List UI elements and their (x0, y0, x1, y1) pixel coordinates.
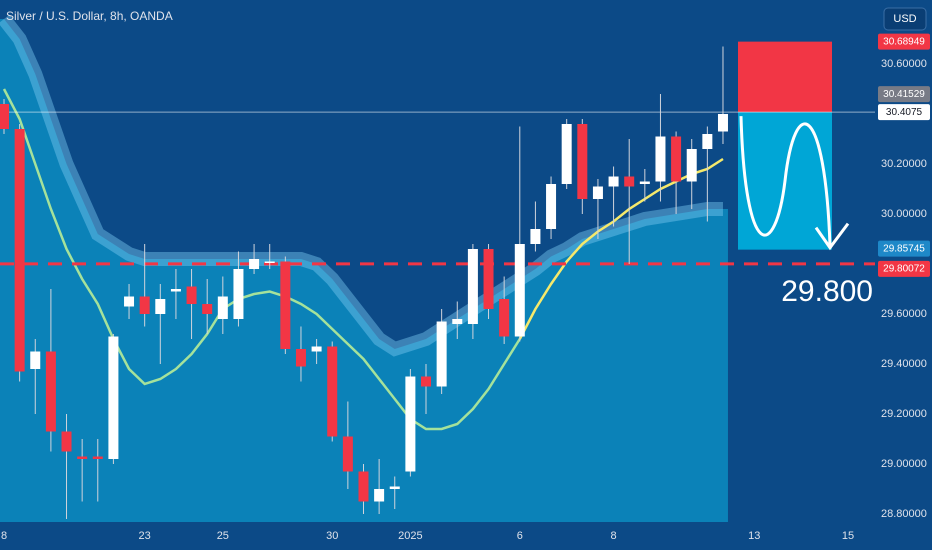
currency-label: USD (893, 13, 916, 25)
candle-body (155, 299, 166, 314)
candle-body (530, 229, 541, 244)
candle-body (358, 471, 369, 502)
y-tick-label: 30.00000 (881, 208, 927, 220)
candle-body (264, 261, 275, 263)
candle-body (389, 486, 400, 489)
candle-body (483, 249, 494, 309)
candle-body (717, 114, 728, 132)
x-tick-label: 6 (517, 530, 523, 542)
candle-body (671, 136, 682, 182)
candle-body (77, 456, 88, 459)
y-tick-label: 30.60000 (881, 58, 927, 70)
band-area (0, 19, 728, 522)
candle-body (295, 349, 306, 367)
x-tick-label: 2025 (398, 530, 422, 542)
candle-body (170, 289, 181, 292)
x-tick-label: 8 (1, 530, 7, 542)
band-edge (0, 14, 723, 357)
candle-body (639, 181, 650, 184)
candle-body (405, 376, 416, 472)
candle-body (327, 346, 338, 437)
price-badge (878, 86, 930, 103)
candle-body (624, 176, 635, 187)
x-tick-label: 13 (748, 530, 760, 542)
price-badge-label: 30.68949 (883, 36, 925, 47)
price-badge-label: 29.85745 (883, 243, 925, 254)
currency-button[interactable] (883, 7, 927, 31)
candle-body (342, 436, 353, 472)
candle-body (233, 269, 244, 319)
candle-body (577, 124, 588, 199)
target-annotation: 29.800 (781, 275, 873, 308)
candle-body (311, 346, 322, 352)
candle-body (499, 299, 510, 337)
candle-body (0, 104, 9, 129)
x-tick-label: 23 (139, 530, 151, 542)
candle-body (546, 184, 557, 229)
price-badge-label: 29.80072 (883, 263, 925, 274)
candle-body (421, 376, 432, 387)
candle-body (374, 489, 385, 502)
candle-body (452, 319, 463, 324)
candle-body (30, 351, 41, 369)
x-tick-label: 30 (326, 530, 338, 542)
candle-body (608, 176, 619, 187)
candle-body (202, 304, 213, 314)
candle-body (124, 296, 135, 307)
moving-average (2, 88, 521, 431)
candle-body (561, 124, 572, 184)
candle-body (61, 431, 72, 452)
price-badge (878, 33, 930, 50)
candle-body (702, 134, 713, 149)
candle-body (217, 296, 228, 319)
candle-body (139, 296, 150, 314)
price-badge (878, 240, 930, 257)
candle-body (249, 259, 260, 269)
chart-title: Silver / U.S. Dollar, 8h, OANDA (6, 9, 173, 23)
candle-body (686, 149, 697, 182)
candle-body (186, 286, 197, 304)
price-badge-label: 30.4075 (886, 107, 923, 118)
candle-body (592, 186, 603, 199)
x-tick-label: 15 (842, 530, 854, 542)
candle-body (280, 261, 291, 349)
y-tick-label: 29.40000 (881, 358, 927, 370)
candle-body (514, 244, 525, 337)
y-tick-label: 30.20000 (881, 158, 927, 170)
price-badge (878, 260, 930, 277)
candle-body (14, 129, 25, 372)
price-badge (878, 104, 930, 121)
x-tick-label: 25 (217, 530, 229, 542)
candle-body (108, 336, 119, 459)
projection-arrow (739, 116, 850, 251)
y-tick-label: 28.80000 (881, 508, 927, 520)
y-tick-label: 29.20000 (881, 408, 927, 420)
candle-body (467, 249, 478, 324)
price-badge-label: 30.41529 (883, 89, 925, 100)
plot: 30.60000 30.20000 30.00000 29.60000 29.40000… (0, 14, 930, 542)
candle-body (45, 351, 56, 432)
candle-body (92, 456, 103, 459)
stop-zone (738, 41, 832, 113)
candle-body (436, 321, 447, 387)
candle-body (655, 136, 666, 182)
y-tick-label: 29.00000 (881, 458, 927, 470)
x-tick-label: 8 (611, 530, 617, 542)
y-tick-label: 29.60000 (881, 308, 927, 320)
